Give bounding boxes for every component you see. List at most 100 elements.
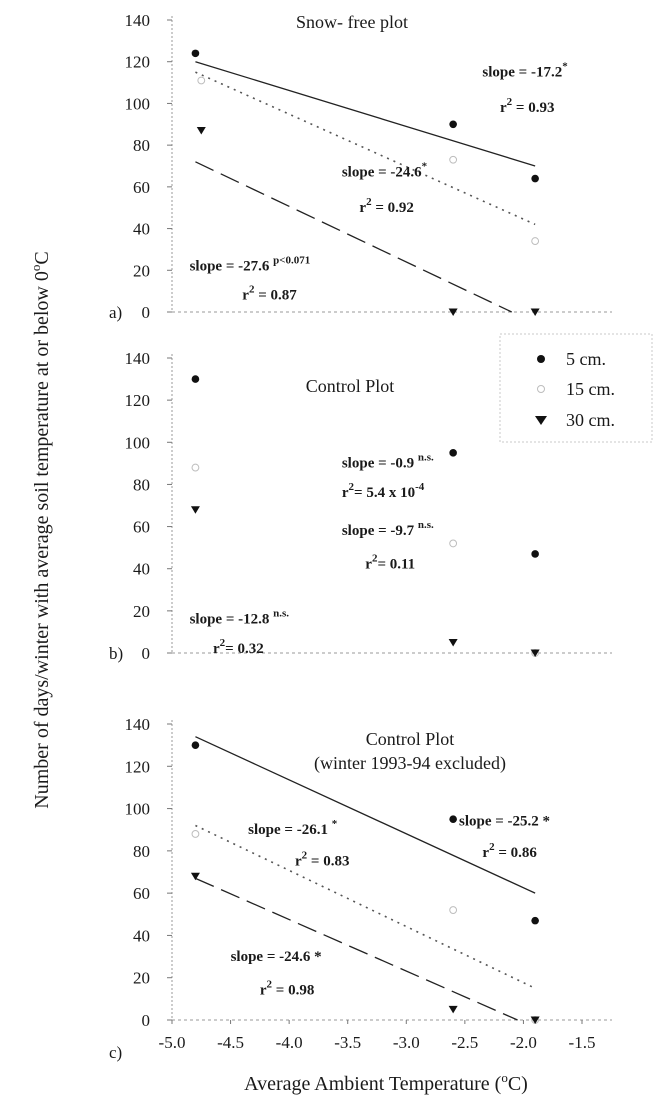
- y-tick-label: 60: [133, 518, 150, 537]
- y-axis-label-unit: C: [31, 251, 53, 264]
- annotation-text: slope = -24.6: [342, 164, 422, 180]
- annotation-text: = 0.87: [254, 287, 297, 303]
- annotation-text: = 0.98: [272, 983, 314, 999]
- annotation-text: slope = -25.2 *: [459, 813, 550, 829]
- annotation: r2 = 0.92: [359, 196, 413, 216]
- annotation: r2= 0.32: [213, 637, 264, 657]
- annotation-superscript: -4: [415, 481, 425, 493]
- annotation-text: slope = -0.9: [342, 456, 418, 472]
- annotation-text: r: [242, 287, 249, 303]
- x-tick-label: -3.0: [393, 1033, 420, 1052]
- annotation-text: slope = -24.6 *: [231, 949, 322, 965]
- legend-box: [499, 333, 653, 443]
- y-axis-label: Number of days/winter with average soil …: [28, 251, 53, 808]
- y-tick-label: 80: [133, 475, 150, 494]
- x-axis-label-unit: C): [508, 1073, 528, 1095]
- y-tick-label: 20: [133, 969, 150, 988]
- y-tick-label: 140: [125, 11, 151, 30]
- annotation-superscript: n.s.: [418, 519, 434, 531]
- y-tick-label: 120: [125, 391, 151, 410]
- annotation-text: = 0.11: [377, 557, 415, 573]
- panel-letter: a): [109, 303, 122, 322]
- point-30cm: [448, 308, 458, 316]
- annotation-text: r: [500, 100, 507, 116]
- point-5cm: [531, 550, 539, 558]
- annotation-superscript: 2: [249, 283, 255, 295]
- annotation-superscript: n.s.: [273, 608, 289, 620]
- annotation-text: r: [365, 557, 372, 573]
- x-axis-label: Average Ambient Temperature (oC): [244, 1070, 528, 1095]
- y-axis-label-sup: o: [28, 265, 43, 272]
- annotation-text: slope = -17.2: [482, 64, 562, 80]
- point-30cm: [448, 638, 458, 647]
- annotation: r2= 5.4 x 10-4: [342, 481, 425, 501]
- y-tick-label: 100: [125, 800, 151, 819]
- y-tick-label: 0: [142, 303, 151, 322]
- annotation: r2 = 0.87: [242, 283, 297, 303]
- annotation-superscript: *: [562, 60, 568, 72]
- annotation: r2 = 0.86: [482, 841, 537, 861]
- point-30cm: [530, 649, 540, 657]
- annotation-text: r: [359, 200, 366, 216]
- point-30cm: [190, 506, 200, 514]
- y-tick-label: 120: [125, 757, 151, 776]
- point-15cm: [449, 155, 458, 164]
- legend-marker-30cm: [535, 416, 547, 425]
- legend-label-30cm: 30 cm.: [566, 410, 615, 430]
- y-tick-label: 20: [133, 261, 150, 280]
- point-30cm: [190, 872, 200, 881]
- annotation-text: r: [213, 641, 220, 657]
- annotation-text: slope = -27.6: [190, 258, 274, 274]
- point-30cm: [196, 127, 206, 135]
- x-tick-label: -1.5: [569, 1033, 596, 1052]
- x-tick-label: -2.0: [510, 1033, 537, 1052]
- y-tick-label: 60: [133, 884, 150, 903]
- annotation-superscript: 2: [267, 979, 273, 991]
- panel-letter: b): [109, 644, 123, 663]
- point-5cm: [449, 120, 457, 129]
- panel-3: 0 20 40 60 80 100 120 140 -5.0 -4.5 -4.0 -3.5 -3.0 -2…: [109, 715, 612, 1062]
- annotation: r2 = 0.98: [260, 979, 314, 999]
- y-tick-label: 40: [133, 560, 150, 579]
- x-axis-label-text: Average Ambient Temperature (: [244, 1073, 502, 1095]
- fit-line-5cm: [195, 736, 536, 894]
- annotation-superscript: n.s.: [418, 452, 434, 464]
- fit-line-5cm: [195, 61, 536, 167]
- annotation-text: slope = -26.1: [248, 822, 332, 838]
- point-5cm: [449, 449, 457, 457]
- point-30cm: [530, 308, 540, 316]
- annotation-superscript: 2: [366, 196, 372, 208]
- point-15cm: [531, 237, 540, 245]
- y-axis-label-text: Number of days/winter with average soil …: [31, 271, 53, 809]
- annotation-text: = 0.83: [307, 854, 349, 870]
- y-tick-label: 40: [133, 926, 150, 945]
- annotation-superscript: 2: [507, 96, 513, 108]
- legend-label-5cm: 5 cm.: [566, 349, 606, 369]
- annotation-text: r: [482, 845, 489, 861]
- point-30cm: [530, 1016, 540, 1024]
- annotation-superscript: 2: [372, 553, 378, 565]
- x-tick-label: -4.5: [217, 1033, 244, 1052]
- panel-letter: c): [109, 1043, 122, 1062]
- y-tick-label: 140: [125, 349, 151, 368]
- x-axis-label-sup: o: [501, 1070, 508, 1085]
- annotation: slope = -24.6*: [342, 160, 428, 180]
- point-30cm: [448, 1005, 458, 1014]
- annotation-superscript: 2: [220, 637, 226, 649]
- annotation: slope = -9.7 n.s.: [342, 519, 434, 539]
- annotation: slope = -26.1 *: [248, 818, 338, 838]
- y-tick-label: 40: [133, 220, 150, 239]
- y-tick-label: 120: [125, 53, 151, 72]
- x-tick-label: -5.0: [159, 1033, 186, 1052]
- point-5cm: [191, 375, 200, 383]
- point-15cm: [197, 76, 206, 85]
- x-tick-label: -2.5: [451, 1033, 478, 1052]
- annotation-superscript: 2: [489, 841, 495, 853]
- annotation-superscript: p<0.071: [273, 254, 310, 266]
- annotation: slope = -12.8 n.s.: [190, 608, 290, 628]
- annotation: r2= 0.11: [365, 553, 415, 573]
- annotation-text: = 5.4 x 10: [354, 485, 415, 501]
- annotation-text: = 0.92: [372, 200, 414, 216]
